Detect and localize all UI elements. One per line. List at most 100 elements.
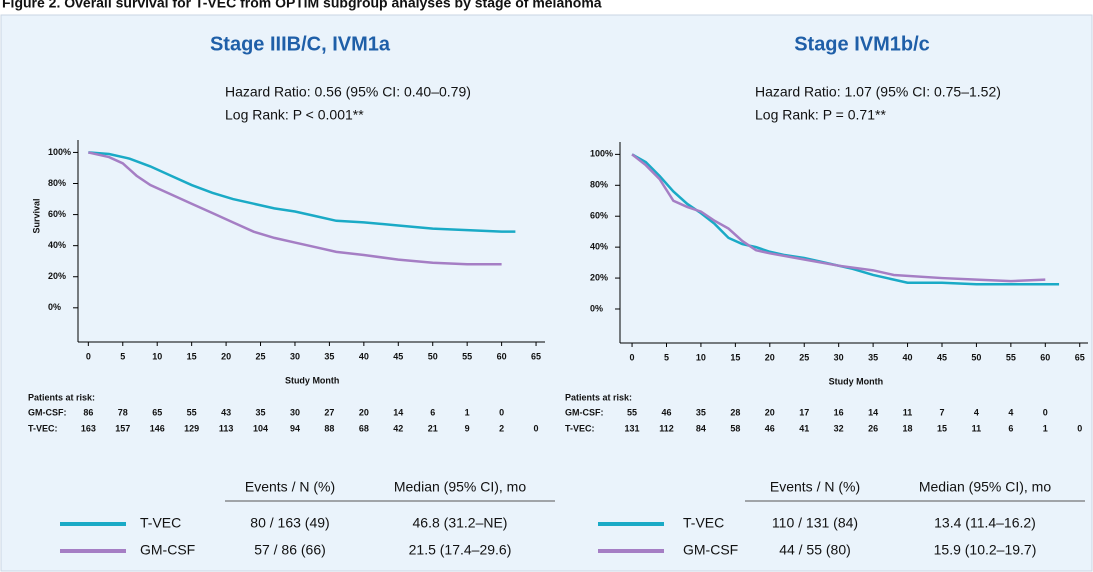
chart-title: Stage IVM1b/c: [794, 33, 930, 55]
survival-curve: [631, 153, 1046, 283]
at-risk-count: 146: [150, 423, 165, 433]
at-risk-count: 46: [765, 423, 775, 433]
at-risk-count: 157: [115, 423, 130, 433]
at-risk-count: 1: [465, 407, 470, 417]
at-risk-count: 16: [834, 407, 844, 417]
at-risk-count: 15: [937, 423, 947, 433]
table-cell: 57 / 86 (66): [254, 542, 326, 558]
at-risk-count: 78: [118, 407, 128, 417]
x-tick-label: 55: [462, 351, 472, 361]
at-risk-count: 35: [696, 407, 706, 417]
y-tick-label: 60%: [590, 211, 608, 221]
x-tick-label: 45: [393, 351, 403, 361]
at-risk-count: 94: [290, 423, 300, 433]
x-tick-label: 60: [1040, 352, 1050, 362]
at-risk-count: 41: [799, 423, 809, 433]
at-risk-count: 26: [868, 423, 878, 433]
table-header: Median (95% CI), mo: [394, 479, 526, 495]
at-risk-count: 30: [290, 407, 300, 417]
x-tick-label: 30: [290, 351, 300, 361]
at-risk-count: 20: [359, 407, 369, 417]
at-risk-count: 65: [152, 407, 162, 417]
legend-label: GM-CSF: [683, 542, 738, 558]
table-cell: 13.4 (11.4–16.2): [934, 515, 1036, 531]
at-risk-count: 68: [359, 423, 369, 433]
at-risk-count: 11: [972, 423, 982, 433]
at-risk-count: 18: [903, 423, 913, 433]
x-tick-label: 25: [799, 352, 809, 362]
y-axis-label: Survival: [31, 198, 41, 233]
x-tick-label: 5: [664, 352, 669, 362]
at-risk-count: 0: [1043, 407, 1048, 417]
legend-label: GM-CSF: [140, 542, 195, 558]
x-tick-label: 20: [765, 352, 775, 362]
at-risk-count: 104: [253, 423, 268, 433]
at-risk-label: T-VEC:: [565, 423, 595, 433]
at-risk-count: 9: [465, 423, 470, 433]
x-tick-label: 15: [187, 351, 197, 361]
at-risk-count: 14: [868, 407, 878, 417]
y-tick-label: 20%: [590, 272, 608, 282]
legend-label: T-VEC: [683, 515, 724, 531]
at-risk-count: 113: [219, 423, 234, 433]
x-tick-label: 25: [256, 351, 266, 361]
annotation: Hazard Ratio: 0.56 (95% CI: 0.40–0.79): [225, 84, 471, 100]
at-risk-count: 20: [765, 407, 775, 417]
at-risk-count: 112: [659, 423, 674, 433]
at-risk-count: 14: [393, 407, 403, 417]
at-risk-count: 21: [428, 423, 438, 433]
table-header: Median (95% CI), mo: [919, 479, 1051, 495]
chart-title: Stage IIIB/C, IVM1a: [210, 33, 391, 55]
x-tick-label: 40: [359, 351, 369, 361]
table-cell: 110 / 131 (84): [772, 515, 858, 531]
x-tick-label: 55: [1006, 352, 1016, 362]
x-tick-label: 5: [120, 351, 125, 361]
at-risk-count: 55: [627, 407, 637, 417]
at-risk-count: 0: [499, 407, 504, 417]
x-tick-label: 40: [903, 352, 913, 362]
at-risk-label: GM-CSF:: [28, 407, 67, 417]
x-tick-label: 45: [937, 352, 947, 362]
survival-curve: [88, 151, 516, 233]
y-tick-label: 80%: [590, 180, 608, 190]
x-axis-label: Study Month: [829, 376, 884, 386]
y-tick-label: 40%: [48, 240, 66, 250]
at-risk-count: 58: [730, 423, 740, 433]
at-risk-count: 11: [903, 407, 913, 417]
at-risk-count: 86: [83, 407, 93, 417]
at-risk-count: 4: [974, 407, 979, 417]
at-risk-count: 4: [1008, 407, 1013, 417]
at-risk-count: 0: [534, 423, 539, 433]
y-tick-label: 0%: [48, 302, 61, 312]
at-risk-count: 7: [939, 407, 944, 417]
y-tick-label: 0%: [590, 303, 603, 313]
panel-background: [0, 14, 1093, 572]
x-tick-label: 15: [730, 352, 740, 362]
at-risk-count: 28: [730, 407, 740, 417]
x-tick-label: 65: [531, 351, 541, 361]
table-cell: 46.8 (31.2–NE): [413, 515, 508, 531]
annotation: Log Rank: P = 0.71**: [755, 107, 886, 123]
survival-curve: [88, 151, 502, 266]
at-risk-count: 6: [1008, 423, 1013, 433]
at-risk-count: 129: [184, 423, 199, 433]
at-risk-count: 2: [499, 423, 504, 433]
x-tick-label: 10: [696, 352, 706, 362]
at-risk-count: 88: [324, 423, 334, 433]
x-tick-label: 50: [428, 351, 438, 361]
table-cell: 15.9 (10.2–19.7): [934, 542, 1037, 558]
annotation: Hazard Ratio: 1.07 (95% CI: 0.75–1.52): [755, 84, 1001, 100]
at-risk-count: 32: [834, 423, 844, 433]
at-risk-count: 17: [799, 407, 809, 417]
annotation: Log Rank: P < 0.001**: [225, 107, 364, 123]
at-risk-count: 84: [696, 423, 706, 433]
at-risk-count: 35: [256, 407, 266, 417]
x-tick-label: 0: [86, 351, 91, 361]
x-tick-label: 60: [497, 351, 507, 361]
y-tick-label: 80%: [48, 178, 66, 188]
figure-title: Figure 2. Overall survival for T-VEC fro…: [2, 0, 602, 11]
at-risk-count: 27: [324, 407, 334, 417]
table-cell: 21.5 (17.4–29.6): [409, 542, 512, 558]
x-tick-label: 35: [868, 352, 878, 362]
x-axis-label: Study Month: [285, 375, 340, 385]
